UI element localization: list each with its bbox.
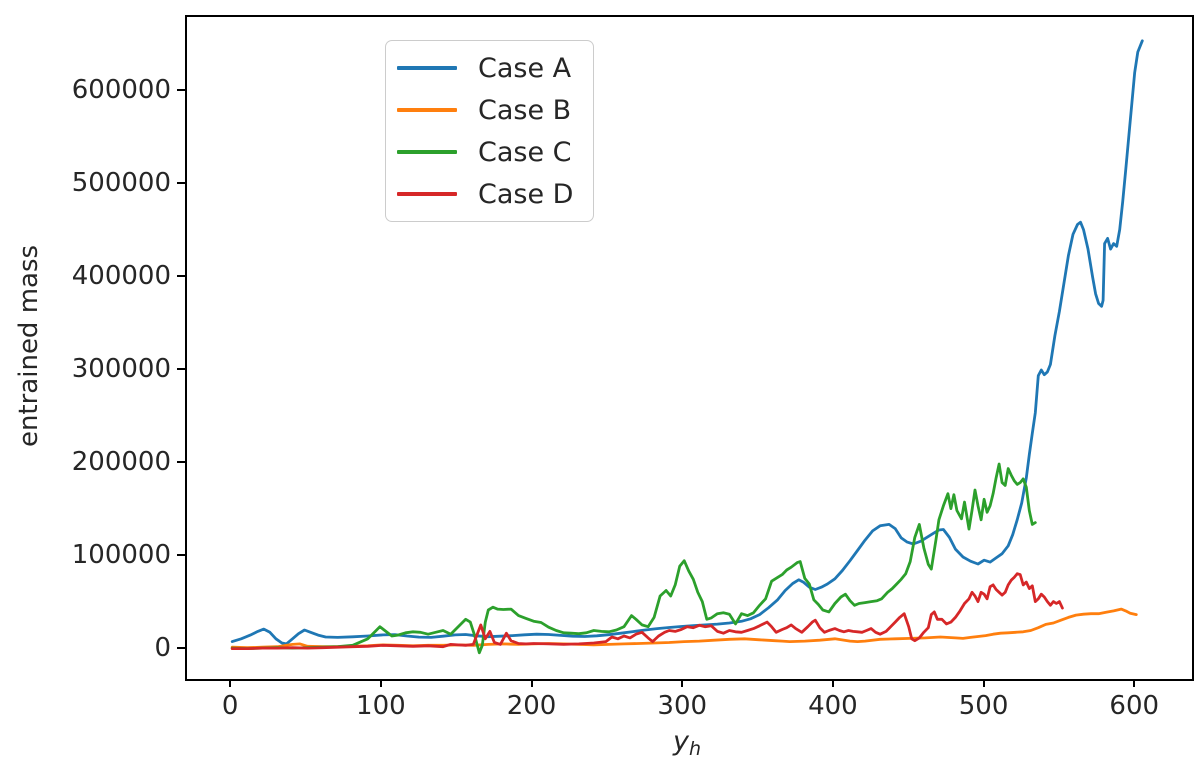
x-tick-mark: [831, 679, 834, 687]
legend-swatch-case-a: [397, 65, 457, 71]
x-tick-label: 600: [1109, 691, 1160, 721]
legend-entry-case-b: Case B: [386, 97, 593, 124]
legend-label-case-c: Case C: [478, 136, 572, 168]
y-tick-mark: [177, 274, 185, 277]
plot-area: Case A Case B Case C Case D: [185, 15, 1194, 681]
y-tick-label: 400000: [71, 260, 171, 291]
legend-entry-case-c: Case C: [386, 139, 593, 166]
legend-label-case-b: Case B: [478, 94, 572, 126]
y-tick-mark: [177, 646, 185, 649]
legend-swatch-case-c: [397, 149, 457, 155]
x-axis-label-subscript: h: [688, 738, 702, 760]
y-tick-label: 600000: [71, 74, 171, 105]
y-tick-mark: [177, 367, 185, 370]
x-tick-label: 0: [221, 691, 239, 721]
y-tick-mark: [177, 460, 185, 463]
x-tick-mark: [982, 679, 985, 687]
x-tick-mark: [681, 679, 684, 687]
x-tick-mark: [530, 679, 533, 687]
y-tick-mark: [177, 181, 185, 184]
x-tick-label: 300: [657, 691, 708, 721]
legend: Case A Case B Case C Case D: [385, 40, 594, 222]
y-tick-label: 0: [154, 632, 171, 663]
plot-lines-canvas: [230, 39, 1144, 655]
x-tick-mark: [379, 679, 382, 687]
x-tick-mark: [1133, 679, 1136, 687]
x-axis-label: yh: [673, 726, 701, 760]
x-tick-label: 100: [356, 691, 406, 721]
y-tick-label: 100000: [71, 539, 171, 570]
legend-entry-case-a: Case A: [386, 55, 593, 82]
legend-swatch-case-b: [397, 107, 457, 113]
x-tick-label: 200: [506, 691, 557, 721]
y-tick-label: 500000: [71, 167, 171, 198]
legend-swatch-case-d: [397, 191, 457, 197]
series-line-case-d: [230, 572, 1064, 650]
x-tick-label: 500: [958, 691, 1009, 721]
x-tick-mark: [229, 679, 232, 687]
series-line-case-c: [230, 462, 1037, 655]
y-tick-label: 300000: [71, 353, 171, 384]
legend-label-case-a: Case A: [478, 52, 572, 84]
y-tick-mark: [177, 553, 185, 556]
x-axis-label-base: y: [672, 726, 689, 757]
y-tick-label: 200000: [71, 446, 171, 477]
y-tick-mark: [177, 88, 185, 91]
legend-label-case-d: Case D: [478, 178, 574, 210]
x-tick-label: 400: [808, 691, 858, 721]
legend-entry-case-d: Case D: [386, 181, 593, 208]
series-line-case-a: [230, 39, 1144, 646]
